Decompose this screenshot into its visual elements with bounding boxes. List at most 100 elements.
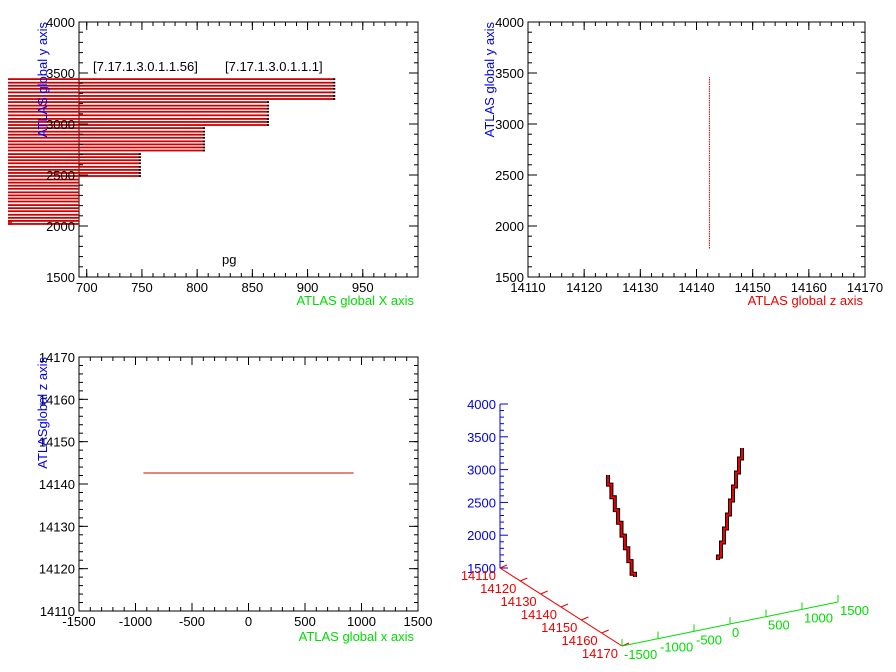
bar-row (8, 87, 336, 90)
bar-row (8, 149, 205, 152)
axis-3d-left-tick (601, 629, 609, 634)
panel-1-annotation-left: [7.17.1.3.0.1.1.56] (93, 59, 198, 74)
axis-3d-vertical-label: 2500 (467, 495, 496, 510)
bar-row (8, 78, 336, 81)
bar-row (8, 124, 269, 126)
axis-3d-left-label: 14140 (521, 607, 557, 622)
bar-row (8, 175, 141, 177)
bar-row (8, 207, 79, 210)
panel-2-y-tick-label: 2500 (495, 168, 524, 183)
panel-2-x-tick-label: 14140 (678, 280, 714, 295)
panel-top-right: 14110 14120 14130 14140 14150 14160 14170 1500 2… (482, 15, 883, 308)
panel-2-y-tick-label: 3000 (495, 117, 524, 132)
bar-row (8, 146, 205, 149)
axis-3d-left-label: 14130 (501, 594, 537, 609)
panel-3-y-tick-label: 14120 (39, 562, 75, 577)
bar-row (8, 101, 269, 103)
panel-1-y-tick-label: 4000 (46, 15, 75, 30)
bar-row (8, 107, 269, 110)
panel-3-x-tick-label: 1500 (404, 614, 433, 629)
panel-3-y-tick-label: 14110 (40, 604, 75, 619)
panel-4-axes: 1500200025003000350040001411014120141301… (461, 397, 869, 662)
axis-3d-vertical-label: 4000 (467, 397, 496, 412)
panel-1-bars (8, 78, 336, 225)
panel-2-y-axis-title: ATLAS global y axis (482, 22, 497, 138)
panel-3-x-tick-label: -1500 (62, 614, 95, 629)
panel-3-frame (78, 356, 419, 612)
axis-3d-left-tick (499, 564, 508, 569)
axis-3d-vertical-label: 1500 (467, 561, 496, 576)
axis-3d-right-label: -500 (696, 632, 722, 647)
panel-4-tracks (606, 448, 744, 577)
panel-3-y-tick-label: 14130 (39, 519, 75, 534)
bar-row (8, 95, 336, 97)
panel-2-x-tick-label: 14130 (622, 280, 658, 295)
panel-2-y-tick-label: 2000 (495, 219, 524, 234)
bar-row (8, 181, 79, 184)
panel-3-x-tick-label: -1000 (119, 614, 152, 629)
panel-3-y-tick-label: 14160 (39, 392, 75, 407)
bar-row (8, 223, 79, 225)
panel-1-x-tick-label: 700 (76, 280, 98, 295)
bar-stub (8, 223, 12, 225)
bar-row (8, 159, 141, 162)
panel-2-frame (527, 21, 866, 278)
bar-row (8, 81, 336, 84)
bar-row (8, 127, 205, 129)
panel-3-x-tick-label: 1000 (347, 614, 376, 629)
bar-row (8, 184, 79, 187)
panel-3-x-tick-label: 0 (245, 614, 252, 629)
panel-2-x-tick-label: 14150 (735, 280, 771, 295)
panel-1-x-tick-label: 950 (352, 280, 374, 295)
bar-row (8, 194, 79, 197)
panel-1-annotation-bottom: pg (222, 252, 236, 267)
bar-row (8, 204, 79, 206)
axis-3d-left-label: 14120 (480, 581, 516, 596)
panel-2-x-tick-label: 14120 (566, 280, 602, 295)
bar-row (8, 178, 79, 181)
bar-row (8, 121, 269, 123)
panel-1-x-tick-label: 750 (131, 280, 153, 295)
axis-3d-right-label: 1000 (804, 610, 833, 625)
axis-3d-left-label: 14160 (562, 633, 598, 648)
bar-row (8, 162, 141, 165)
axis-3d-vertical-label: 3000 (467, 463, 496, 478)
panel-2-y-tick-label: 3500 (495, 66, 524, 81)
bar-row (8, 216, 79, 219)
panel-1-frame (78, 21, 419, 278)
bar-row (8, 200, 79, 203)
bar-row (8, 98, 336, 100)
panel-1-x-axis-title: ATLAS global X axis (296, 293, 414, 308)
panel-1-y-tick-label: 2000 (46, 219, 75, 234)
panel-1-y-axis-title: ATLAS global y axis (35, 22, 50, 138)
bar-row (8, 118, 269, 120)
panel-3-x-tick-label: 500 (294, 614, 316, 629)
panel-2-x-axis-title: ATLAS global z axis (748, 293, 864, 308)
axis-3d-right-label: 500 (768, 618, 790, 633)
bar-row (8, 210, 79, 213)
panel-bottom-right-3d: 1500200025003000350040001411014120141301… (461, 397, 869, 662)
panel-3-x-axis-title: ATLAS global x axis (299, 629, 415, 644)
axis-3d-vertical-label: 2000 (467, 528, 496, 543)
bar-row (8, 156, 141, 159)
panel-top-left: 700 750 800 850 900 950 1500 2000 2500 3000 3500 40… (8, 15, 419, 308)
panel-bottom-left: -1500 -1000 -500 0 500 1000 1500 14110 14120 1413… (35, 350, 432, 644)
axis-3d-right-label: -1000 (660, 640, 693, 655)
bar-row (8, 165, 141, 168)
panel-3-ticks: -1500 -1000 -500 0 500 1000 1500 14110 14120 1413… (39, 350, 433, 629)
track-2 (717, 448, 743, 560)
bar-row (8, 130, 205, 133)
bar-row (8, 140, 205, 143)
panel-2-y-tick-label: 1500 (495, 270, 524, 285)
panel-3-y-tick-label: 14140 (39, 477, 75, 492)
panel-1-ticks: 700 750 800 850 900 950 1500 2000 2500 3000 3500 40… (46, 15, 419, 295)
panel-1-y-tick-label: 3500 (46, 66, 75, 81)
bar-row (8, 169, 141, 171)
bar-row (8, 84, 336, 87)
axis-3d-right-label: 0 (732, 625, 739, 640)
panel-1-y-tick-label: 1500 (46, 270, 75, 285)
bar-row (8, 220, 79, 222)
panel-1-y-tick-label: 2500 (46, 168, 75, 183)
axis-3d-right-label: 1500 (840, 603, 869, 618)
bar-row (8, 191, 79, 194)
